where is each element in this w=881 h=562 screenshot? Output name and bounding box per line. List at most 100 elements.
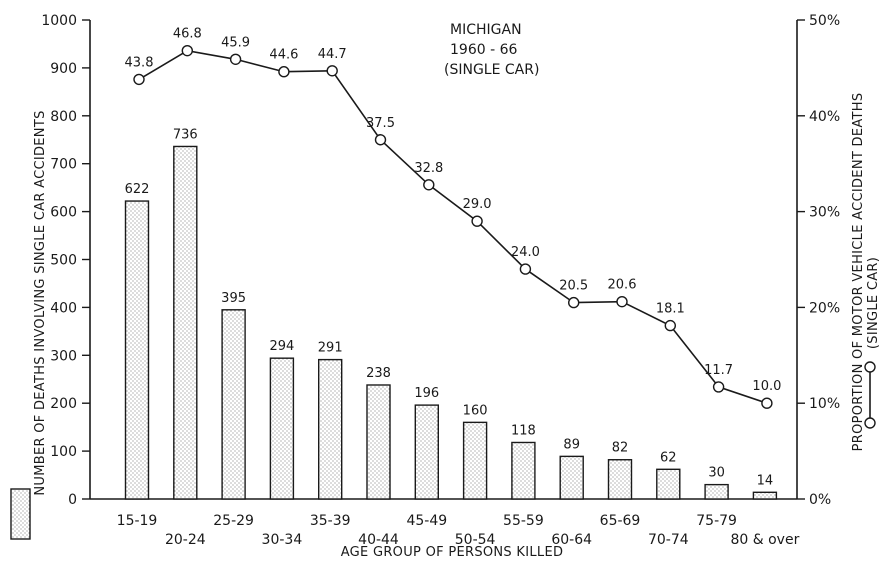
bar [656, 468, 681, 500]
bar-legend-swatch [10, 488, 31, 540]
right-y-ticks: 0% 10% 20% 30% 40% 50% [797, 13, 840, 508]
line-value-label: 11.7 [704, 363, 733, 378]
bar-value-label: 82 [612, 441, 629, 456]
line-value-label: 45.9 [221, 35, 250, 50]
line-value-label: 20.5 [559, 279, 588, 294]
x-tick-labels: 15-19 20-24 25-29 30-34 35-39 40-44 45-49 50-54… [117, 513, 800, 548]
left-y-axis-title: NUMBER OF DEATHS INVOLVING SINGLE CAR AC… [33, 110, 48, 495]
bar-value-label: 196 [414, 386, 439, 401]
bar-value-label: 291 [318, 341, 343, 356]
line-path [138, 49, 768, 404]
bar-value-label: 30 [708, 466, 725, 481]
title-line-1: MICHIGAN [450, 22, 522, 38]
right-y-tick-label: 0% [809, 492, 831, 508]
line-point [568, 296, 580, 309]
line-point [664, 319, 676, 332]
bar [607, 459, 633, 500]
title-line-2: 1960 - 66 [450, 42, 517, 58]
bar-series: 622 736 395 294 291 238 196 160 118 89 82 62 30 14 [124, 127, 778, 500]
line-point [519, 263, 532, 275]
line-value-label: 44.6 [269, 48, 298, 63]
x-tick-label: 65-69 [600, 513, 641, 529]
bar-value-label: 62 [660, 450, 677, 465]
bar [318, 358, 343, 500]
x-tick-label: 15-19 [117, 513, 158, 529]
line-point [616, 295, 628, 308]
bar [414, 404, 439, 500]
line-point [326, 65, 338, 77]
right-y-tick-label: 50% [809, 13, 840, 29]
bar [124, 200, 150, 500]
line-legend-symbol [864, 361, 876, 429]
line-legend-marker-bottom [864, 417, 876, 429]
left-y-tick-label: 300 [50, 348, 77, 364]
x-tick-label: 60-64 [551, 532, 592, 548]
bar-legend-symbol [10, 488, 31, 540]
bar-value-label: 238 [366, 366, 391, 381]
left-y-tick-label: 200 [50, 396, 77, 412]
right-y-axis-subtitle: (SINGLE CAR) [866, 257, 881, 349]
line-point [374, 134, 387, 146]
left-y-tick-label: 800 [50, 109, 77, 125]
line-point [423, 179, 435, 191]
bar-value-label: 395 [221, 291, 246, 306]
x-tick-label: 30-34 [262, 532, 303, 548]
bar-value-label: 14 [757, 473, 774, 488]
left-y-tick-label: 500 [50, 253, 77, 269]
bar [559, 455, 584, 500]
line-value-label: 24.0 [511, 245, 540, 260]
x-tick-label: 50-54 [455, 532, 496, 548]
line-value-label: 18.1 [656, 302, 685, 317]
right-y-axis-title: PROPORTION OF MOTOR VEHICLE ACCIDENT DEA… [851, 93, 866, 452]
chart-title: MICHIGAN 1960 - 66 (SINGLE CAR) [444, 22, 539, 78]
bar-value-label: 736 [173, 127, 198, 142]
line-value-label: 43.8 [125, 55, 154, 70]
bar-value-label: 622 [125, 182, 150, 197]
bar [221, 309, 246, 500]
bar [173, 145, 198, 500]
line-value-label: 46.8 [173, 27, 202, 42]
line-point [761, 397, 773, 409]
line-value-label: 20.6 [608, 278, 637, 293]
bar-value-label: 160 [463, 403, 488, 418]
left-y-tick-label: 0 [68, 492, 77, 508]
left-y-tick-label: 1000 [41, 13, 77, 29]
left-y-ticks: 0 100 200 300 400 500 600 700 800 900 1000 [41, 13, 90, 508]
bar [269, 357, 295, 500]
bar-value-label: 89 [563, 437, 580, 452]
line-value-label: 29.0 [463, 197, 492, 212]
bar [704, 483, 729, 500]
x-tick-label: 35-39 [310, 513, 351, 529]
x-tick-label: 55-59 [503, 513, 544, 529]
left-y-tick-label: 100 [50, 444, 77, 460]
x-tick-label: 40-44 [358, 532, 399, 548]
line-value-label: 44.7 [318, 47, 347, 62]
bar [752, 491, 778, 500]
left-y-tick-label: 600 [50, 205, 77, 221]
x-axis-title: AGE GROUP OF PERSONS KILLED [341, 545, 564, 560]
line-value-label: 10.0 [752, 379, 781, 394]
right-y-tick-label: 30% [809, 205, 840, 221]
x-tick-label: 45-49 [406, 513, 447, 529]
line-point [133, 73, 145, 86]
title-line-3: (SINGLE CAR) [444, 62, 539, 78]
left-y-tick-label: 700 [50, 157, 77, 173]
bar-value-label: 118 [511, 423, 536, 438]
right-y-tick-label: 10% [809, 396, 840, 412]
line-point [229, 53, 242, 65]
line-point [712, 381, 725, 393]
left-y-tick-label: 400 [50, 300, 77, 316]
x-tick-label: 70-74 [648, 532, 689, 548]
x-tick-label: 80 & over [730, 532, 799, 548]
line-point [278, 66, 290, 78]
right-y-tick-label: 20% [809, 300, 840, 316]
x-tick-label: 75-79 [696, 513, 737, 529]
line-value-label: 32.8 [414, 161, 443, 176]
right-y-tick-label: 40% [809, 109, 840, 125]
bar [366, 384, 391, 500]
line-value-label: 37.5 [366, 116, 395, 131]
left-y-tick-label: 900 [50, 61, 77, 77]
x-tick-label: 20-24 [165, 532, 206, 548]
bar [511, 441, 536, 500]
